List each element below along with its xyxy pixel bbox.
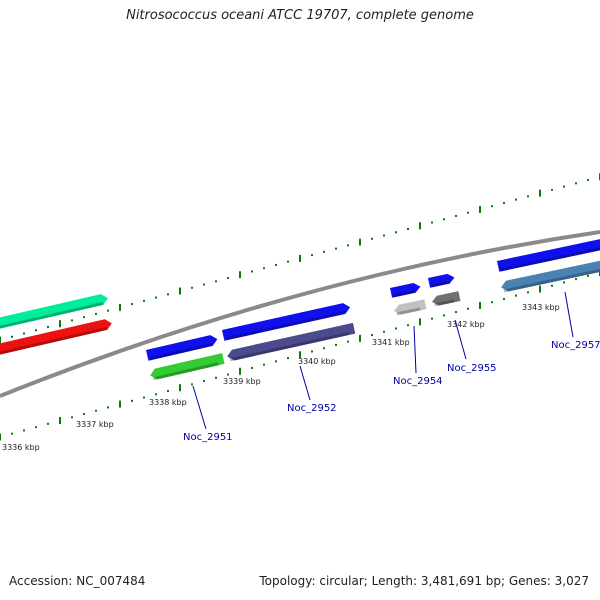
- gene-arrow-shade: [225, 310, 346, 341]
- backbone: [0, 230, 600, 398]
- gene-arrow-shade: [431, 280, 450, 288]
- gene-arrow-shade: [393, 289, 416, 298]
- gene-label: Noc_2952: [287, 403, 337, 414]
- gene-arrow: [497, 237, 600, 272]
- gene-feature: [146, 335, 218, 361]
- gene-feature: [390, 283, 421, 298]
- gene-leader-line: [299, 365, 311, 401]
- gene-arrow-shade: [152, 362, 219, 381]
- gene-feature: [501, 257, 600, 293]
- tick-label: 3337 kbp: [76, 420, 114, 429]
- gene-leader-line: [564, 291, 574, 338]
- gene-feature: [0, 319, 112, 359]
- gene-feature: [227, 322, 356, 362]
- tick-labels: 3336 kbp 3337 kbp 3338 kbp 3339 kbp 3340 kbp…: [2, 303, 560, 452]
- gene-feature: [0, 294, 108, 333]
- gene-arrow: [222, 303, 351, 341]
- gene-arrow-shade: [229, 331, 350, 362]
- gene-arrow: [432, 291, 461, 306]
- gene-arrow-shade: [396, 307, 421, 316]
- gene-feature: [428, 273, 455, 288]
- gene-arrow: [0, 294, 108, 333]
- tick-label: 3343 kbp: [522, 303, 560, 312]
- gene-arrow: [428, 273, 455, 288]
- gene-label: Noc_2951: [183, 432, 233, 443]
- gene-arrow: [146, 335, 218, 361]
- gene-feature: [150, 353, 225, 381]
- accession-text: Accession: NC_007484: [9, 574, 146, 588]
- inner-tick-ring: [0, 269, 600, 441]
- gene-arrow: [150, 353, 225, 380]
- gene-label: Noc_2957: [551, 340, 600, 351]
- tick-label: 3338 kbp: [149, 398, 187, 407]
- gene-leader-line: [454, 319, 467, 360]
- gene-leader-line: [192, 385, 207, 430]
- gene-arrow-shade: [434, 299, 455, 307]
- gene-arrow: [0, 319, 112, 359]
- tick-label: 3340 kbp: [298, 357, 336, 366]
- outer-tick-ring: [0, 173, 600, 344]
- gene-arrow-shade: [0, 327, 108, 359]
- gene-arrow-shade: [149, 342, 213, 361]
- gene-arrow: [390, 283, 421, 298]
- gene-feature: [432, 291, 461, 307]
- gene-leader-line: [413, 325, 417, 374]
- genome-summary-text: Topology: circular; Length: 3,481,691 bp…: [259, 574, 589, 588]
- gene-labels: Noc_2951 Noc_2952 Noc_2954 Noc_2955 Noc_2957: [183, 291, 600, 443]
- tick-label: 3341 kbp: [372, 338, 410, 347]
- gene-feature: [394, 299, 427, 316]
- gene-label: Noc_2955: [447, 363, 497, 374]
- gene-arrow-shade: [500, 245, 600, 272]
- tick-label: 3336 kbp: [2, 443, 40, 452]
- tick-label: 3342 kbp: [447, 320, 485, 329]
- gene-feature: [222, 303, 351, 341]
- gene-arrow-shade: [503, 266, 600, 293]
- gene-features: [0, 237, 600, 381]
- backbone-line: [0, 230, 600, 398]
- gene-label: Noc_2954: [393, 376, 443, 387]
- gene-arrow: [394, 299, 427, 315]
- tick-label: 3339 kbp: [223, 377, 261, 386]
- gene-arrow: [227, 322, 356, 361]
- gene-feature: [497, 237, 600, 272]
- gene-arrow-shade: [0, 301, 104, 333]
- gene-arrow: [501, 257, 600, 292]
- map-title: Nitrosococcus oceani ATCC 19707, complet…: [126, 8, 474, 23]
